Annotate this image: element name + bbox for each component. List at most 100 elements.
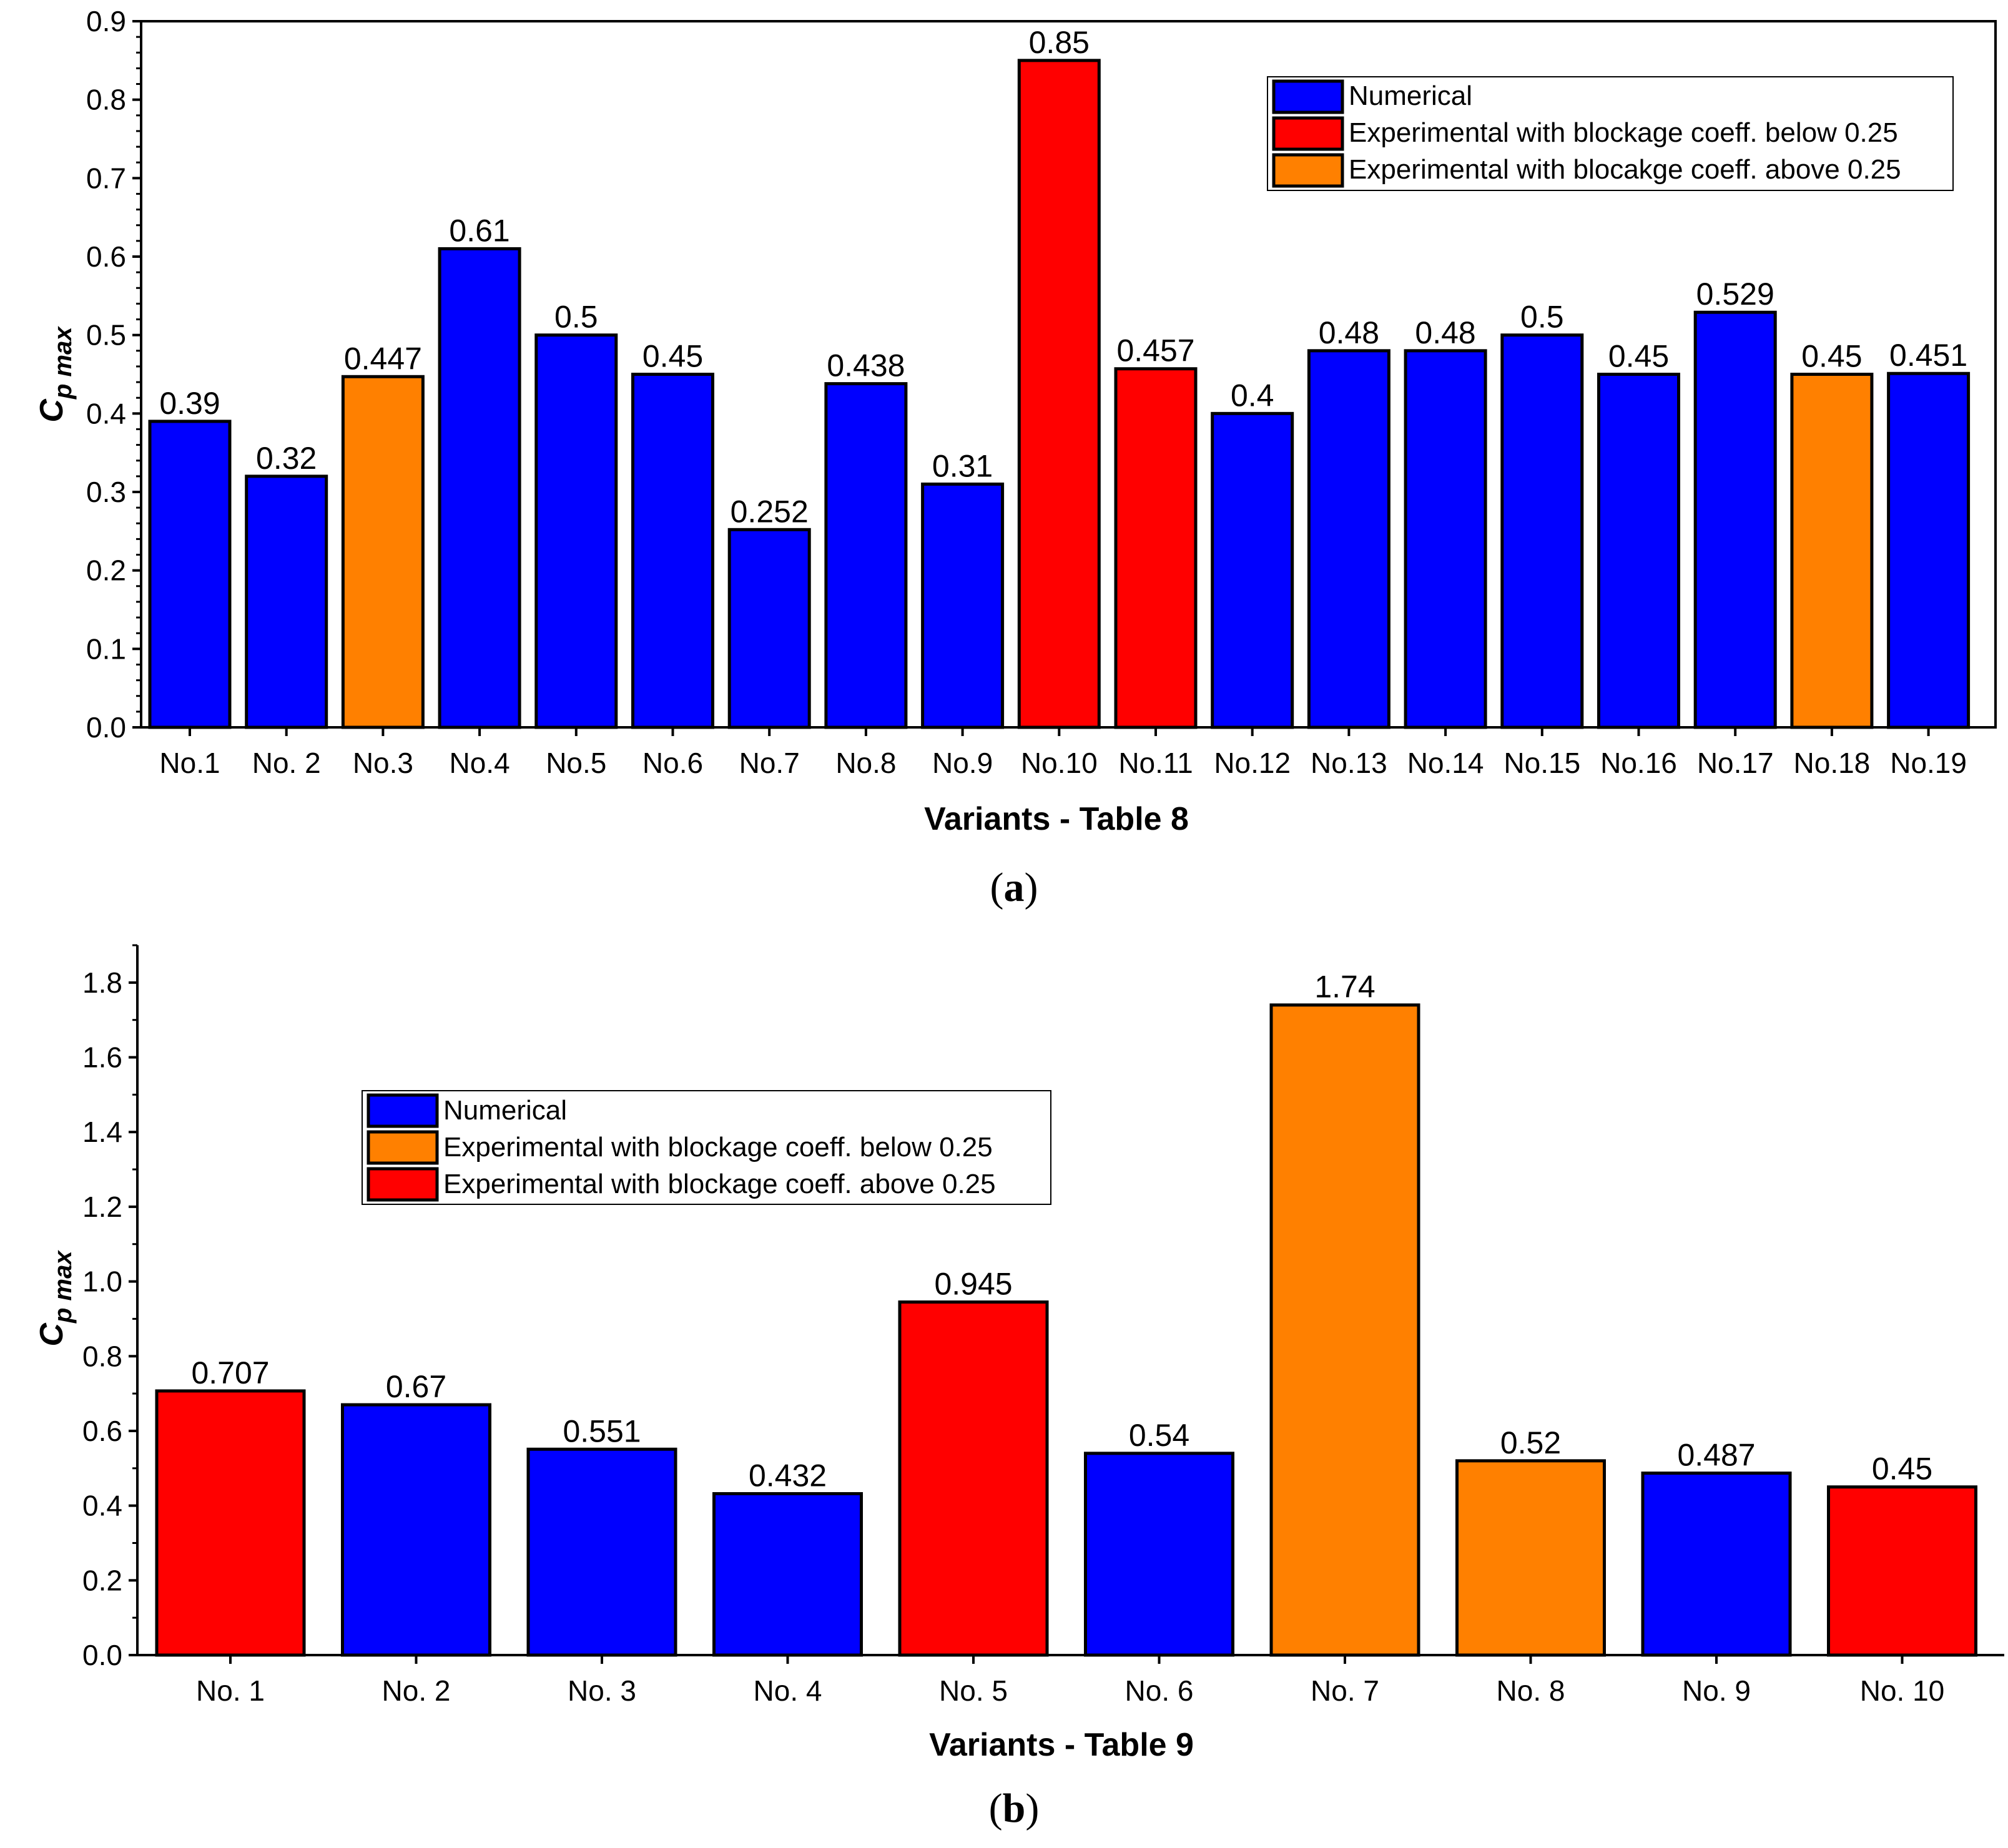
panel-caption-a: (a)	[990, 865, 1038, 910]
y-axis-title-a: Cp max	[34, 326, 77, 423]
y-tick-label-b-6: 1.2	[82, 1191, 122, 1223]
bar-a-5	[534, 333, 618, 729]
value-label-a-11: 0.457	[1116, 333, 1194, 368]
x-tick-label-a-16: No.16	[1600, 747, 1677, 779]
bar-a-11	[1114, 367, 1198, 729]
x-tick-label-a-2: No. 2	[252, 747, 321, 779]
value-label-a-13: 0.48	[1319, 315, 1379, 350]
x-tick-label-a-12: No.12	[1214, 747, 1291, 779]
legend-frame-b	[362, 1090, 1051, 1205]
value-label-a-18: 0.45	[1801, 339, 1862, 374]
x-tick-label-a-15: No.15	[1504, 747, 1580, 779]
y-tick-label-a-1: 0.1	[86, 632, 126, 665]
value-label-b-1: 0.707	[191, 1355, 269, 1390]
y-tick-label-a-7: 0.7	[86, 162, 126, 194]
y-axis-title-main-a: C	[34, 398, 70, 423]
bar-a-3	[341, 375, 425, 729]
x-tick-label-b-8: No. 8	[1497, 1674, 1565, 1707]
y-tick-label-a-3: 0.3	[86, 476, 126, 508]
x-tick-label-b-10: No. 10	[1860, 1674, 1945, 1707]
bar-a-12	[1211, 411, 1294, 729]
bar-b-10	[1827, 1485, 1977, 1657]
legend-swatch-b-2	[367, 1167, 439, 1202]
y-tick-label-a-5: 0.5	[86, 319, 126, 351]
bar-a-8	[824, 382, 908, 729]
x-tick-label-b-2: No. 2	[382, 1674, 451, 1707]
x-tick-label-a-9: No.9	[932, 747, 993, 779]
value-label-a-8: 0.438	[827, 348, 905, 383]
bar-a-4	[438, 247, 521, 729]
value-label-a-3: 0.447	[344, 341, 422, 376]
x-tick-label-a-11: No.11	[1118, 747, 1193, 779]
y-tick-label-b-9: 1.8	[82, 966, 122, 999]
legend-swatch-b-0	[367, 1093, 439, 1128]
y-tick-label-b-1: 0.2	[82, 1564, 122, 1596]
bar-b-8	[1455, 1459, 1606, 1657]
bar-b-4	[712, 1492, 863, 1657]
y-tick-label-b-5: 1.0	[82, 1266, 122, 1298]
x-tick-label-b-4: No. 4	[754, 1674, 822, 1707]
x-tick-label-a-14: No.14	[1407, 747, 1484, 779]
value-label-a-15: 0.5	[1520, 300, 1564, 335]
bar-a-7	[727, 528, 811, 729]
value-label-a-14: 0.48	[1415, 315, 1475, 350]
value-label-a-6: 0.45	[642, 339, 703, 374]
value-label-a-2: 0.32	[256, 441, 317, 476]
x-axis-title-b: Variants - Table 9	[929, 1727, 1194, 1763]
y-axis-a: 0.0 0.1 0.2 0.3 0.4 0.5 0.6 0.7 0.8 0.9	[86, 5, 141, 744]
value-label-a-19: 0.451	[1889, 338, 1967, 373]
value-label-a-9: 0.31	[932, 448, 993, 483]
y-axis-title-main-b: C	[34, 1322, 70, 1347]
value-label-b-4: 0.432	[749, 1458, 827, 1493]
value-label-b-7: 1.74	[1314, 970, 1375, 1005]
value-label-a-7: 0.252	[731, 494, 809, 529]
y-axis-title-sub-b: p max	[49, 1250, 77, 1324]
y-tick-label-b-2: 0.4	[82, 1490, 122, 1522]
bar-a-1	[148, 420, 232, 729]
y-tick-label-b-3: 0.6	[82, 1415, 122, 1447]
y-tick-label-b-8: 1.6	[82, 1041, 122, 1074]
y-axis-title-sub-a: p max	[49, 326, 77, 400]
y-tick-label-a-0: 0.0	[86, 711, 126, 744]
x-tick-label-b-5: No. 5	[939, 1674, 1008, 1707]
y-tick-label-a-8: 0.8	[86, 84, 126, 116]
y-tick-label-a-2: 0.2	[86, 554, 126, 587]
x-tick-label-a-18: No.18	[1794, 747, 1871, 779]
value-label-a-12: 0.4	[1231, 378, 1274, 413]
value-label-a-5: 0.5	[554, 300, 598, 335]
bar-a-14	[1404, 349, 1487, 729]
x-tick-label-a-19: No.19	[1890, 747, 1967, 779]
chart-panel-a: 0.00.10.20.30.40.50.60.70.80.9 0.39No.10…	[34, 5, 1997, 910]
x-tick-label-a-1: No.1	[159, 747, 220, 779]
y-axis-b: 0.0 0.2 0.4 0.6 0.8 1.0 1.2 1.4 1.6 1.8	[82, 944, 137, 1671]
legend-a: Numerical Experimental with blockage coe…	[1267, 76, 1954, 191]
bar-b-1	[155, 1389, 306, 1657]
value-label-b-3: 0.551	[563, 1413, 641, 1448]
legend-label-a-2: Experimental with blocakge coeff. above …	[1349, 154, 1901, 185]
x-tick-label-b-6: No. 6	[1125, 1674, 1194, 1707]
x-tick-label-a-6: No.6	[642, 747, 703, 779]
x-tick-label-a-7: No.7	[739, 747, 800, 779]
value-label-a-10: 0.85	[1029, 25, 1090, 60]
x-tick-label-a-3: No.3	[353, 747, 413, 779]
bar-a-15	[1500, 333, 1584, 729]
x-tick-label-a-13: No.13	[1311, 747, 1387, 779]
svg-text:Cp max: Cp max	[34, 326, 77, 423]
value-label-b-6: 0.54	[1129, 1418, 1189, 1453]
legend-label-a-0: Numerical	[1349, 81, 1472, 111]
x-tick-label-b-3: No. 3	[568, 1674, 636, 1707]
bar-a-2	[245, 474, 328, 729]
legend-label-a-1: Experimental with blockage coeff. below …	[1349, 117, 1898, 148]
y-tick-label-b-7: 1.4	[82, 1116, 122, 1148]
panel-caption-letter-a: a	[1004, 865, 1025, 910]
legend-label-b-1: Experimental with blockage coeff. below …	[443, 1132, 993, 1162]
x-axis-title-a: Variants - Table 8	[924, 801, 1189, 837]
bar-b-2	[341, 1403, 491, 1657]
bar-b-5	[898, 1300, 1049, 1657]
legend-swatch-b-1	[367, 1130, 439, 1165]
x-tick-label-b-9: No. 9	[1682, 1674, 1751, 1707]
x-tick-label-b-7: No. 7	[1311, 1674, 1379, 1707]
legend-b: Numerical Experimental with blockage coe…	[362, 1090, 1051, 1205]
panel-caption-letter-b: b	[1003, 1786, 1026, 1831]
